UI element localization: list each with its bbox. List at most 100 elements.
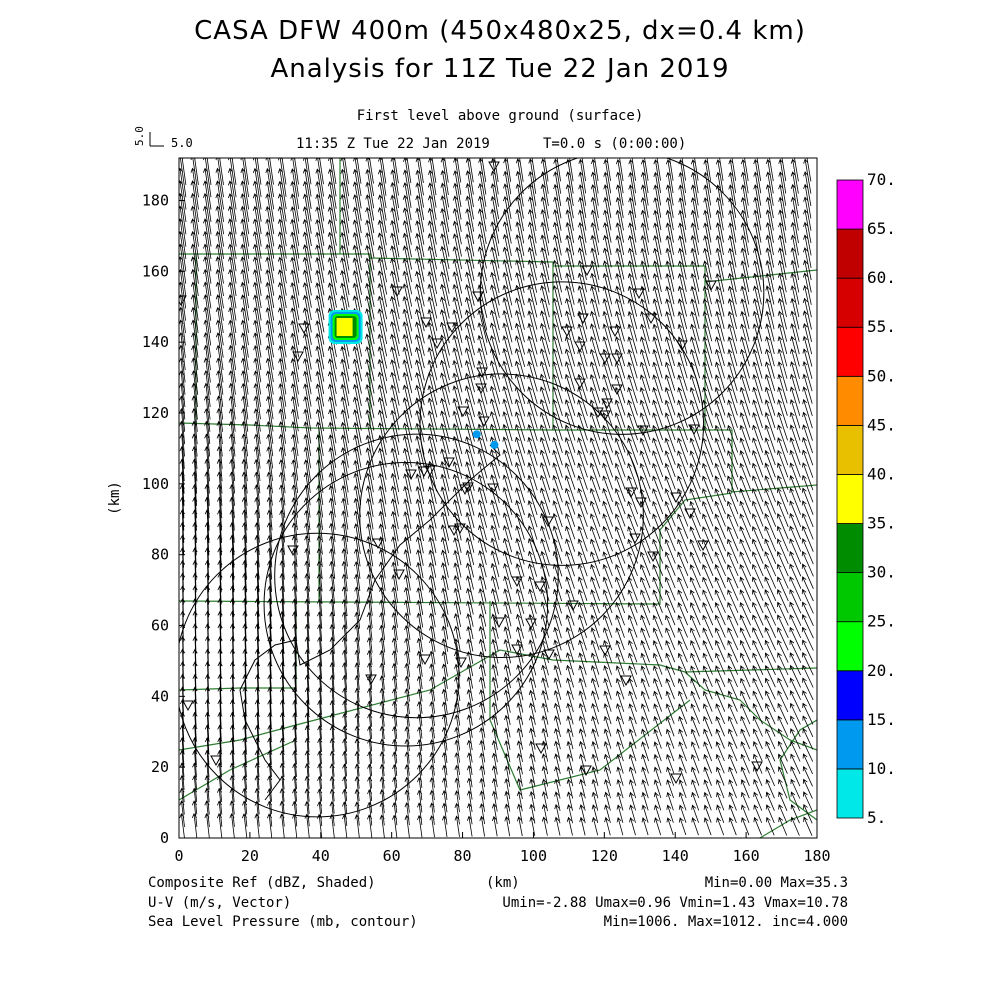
radar-site-marker [511, 576, 523, 588]
radar-site-marker [542, 516, 554, 528]
colorbar-label: 60. [867, 268, 896, 287]
radar-sites [179, 161, 763, 785]
radar-site-marker [670, 773, 682, 785]
radar-range-circle [419, 281, 705, 566]
radar-site-marker [476, 367, 488, 379]
x-tick-label: 80 [454, 847, 472, 865]
reference-vector [149, 132, 164, 147]
colorbar-segment [836, 621, 864, 672]
colorbar-segment [836, 768, 864, 819]
colorbar-segment [836, 326, 864, 377]
colorbar-label: 40. [867, 464, 896, 483]
colorbar-label: 5. [867, 808, 886, 827]
radar-site-marker [525, 618, 537, 630]
radar-site-marker [365, 674, 377, 686]
reflectivity-cell [490, 440, 499, 449]
radar-site-marker [751, 761, 763, 773]
colorbar-segment [836, 474, 864, 524]
radar-site-marker [454, 523, 466, 535]
x-tick-label: 100 [520, 847, 547, 865]
colorbar-label: 35. [867, 514, 896, 533]
field-label-pressure: Sea Level Pressure (mb, contour) [148, 914, 418, 930]
y-tick-label: 20 [151, 758, 169, 776]
colorbar-label: 15. [867, 710, 896, 729]
county-line [779, 719, 817, 821]
y-tick-label: 120 [142, 404, 169, 422]
radar-site-marker [645, 313, 657, 325]
radar-site-marker [391, 286, 403, 298]
radar-site-marker [372, 538, 384, 550]
radar-site-marker [455, 657, 467, 669]
colorbar-segment [836, 523, 864, 574]
radar-site-marker [462, 482, 474, 494]
wind-vectors [179, 158, 814, 838]
radar-site-marker [574, 378, 586, 390]
x-tick-label: 160 [733, 847, 760, 865]
colorbar-label: 20. [867, 661, 896, 680]
x-tick-label: 120 [591, 847, 618, 865]
radar-site-marker [472, 291, 484, 303]
y-tick-label: 160 [142, 262, 169, 280]
y-tick-label: 80 [151, 546, 169, 564]
reflectivity-core [336, 318, 353, 336]
county-line [684, 671, 817, 751]
y-tick-label: 180 [142, 192, 169, 210]
colorbar-segment [836, 228, 864, 279]
axes: 0 20 40 60 80 100 120 140 160 180 0 20 40 60 80 100 120 1… [107, 126, 831, 865]
title-line-2: Analysis for 11Z Tue 22 Jan 2019 [270, 54, 730, 84]
radar-site-marker [637, 425, 649, 437]
stats-wind: Umin=-2.88 Umax=0.96 Vmin=1.43 Vmax=10.7… [502, 895, 848, 911]
radar-range-circle [479, 158, 765, 435]
y-tick-label: 100 [142, 475, 169, 493]
radar-site-marker [179, 295, 187, 307]
colorbar-segment [836, 375, 864, 426]
radar-site-marker [493, 617, 505, 629]
colorbar-label: 70. [867, 170, 896, 189]
radar-range-circle [274, 433, 559, 719]
radar-site-marker [567, 600, 579, 612]
radar-site-marker [511, 644, 523, 656]
field-label-reflectivity: Composite Ref (dBZ, Shaded) [148, 875, 376, 891]
valid-time: 11:35 Z Tue 22 Jan 2019 [296, 136, 490, 152]
radar-site-marker [287, 545, 299, 557]
x-unit-label: (km) [486, 875, 520, 891]
radar-site-marker [448, 525, 460, 537]
radar-site-marker [393, 569, 405, 581]
radar-site-marker [543, 649, 555, 661]
county-line [179, 739, 297, 801]
county-line [489, 601, 691, 791]
plot-area [179, 158, 817, 838]
radar-site-marker [574, 341, 586, 353]
colorbar-label: 30. [867, 563, 896, 582]
radar-site-marker [599, 410, 611, 422]
radar-site-marker [611, 353, 623, 365]
y-tick-label: 0 [160, 829, 169, 847]
radar-site-marker [431, 338, 443, 350]
elapsed-time: T=0.0 s (0:00:00) [543, 136, 687, 152]
colorbar-label: 55. [867, 317, 896, 336]
colorbar-label: 65. [867, 219, 896, 238]
colorbar-segment [836, 572, 864, 623]
radar-range-circle [263, 461, 549, 747]
field-label-wind: U-V (m/s, Vector) [148, 895, 292, 911]
county-line [179, 422, 817, 493]
radar-site-marker [478, 416, 490, 428]
radar-site-marker [629, 533, 641, 545]
radar-site-marker [418, 466, 430, 478]
radar-site-marker [633, 288, 645, 300]
radar-site-marker [210, 755, 222, 767]
level-label: First level above ground (surface) [356, 108, 644, 124]
radar-site-marker [405, 469, 417, 481]
radar-site-marker [488, 161, 500, 173]
radar-site-marker [705, 280, 717, 292]
x-tick-label: 40 [312, 847, 330, 865]
radar-range-circle [179, 532, 460, 818]
colorbar-segment [836, 179, 864, 230]
radar-site-marker [561, 326, 573, 338]
radar-site-marker [670, 492, 682, 504]
radar-site-marker [676, 340, 688, 352]
plot-border [178, 157, 818, 839]
radar-site-marker [457, 406, 469, 418]
radar-site-marker [611, 384, 623, 396]
county-line [179, 492, 733, 605]
